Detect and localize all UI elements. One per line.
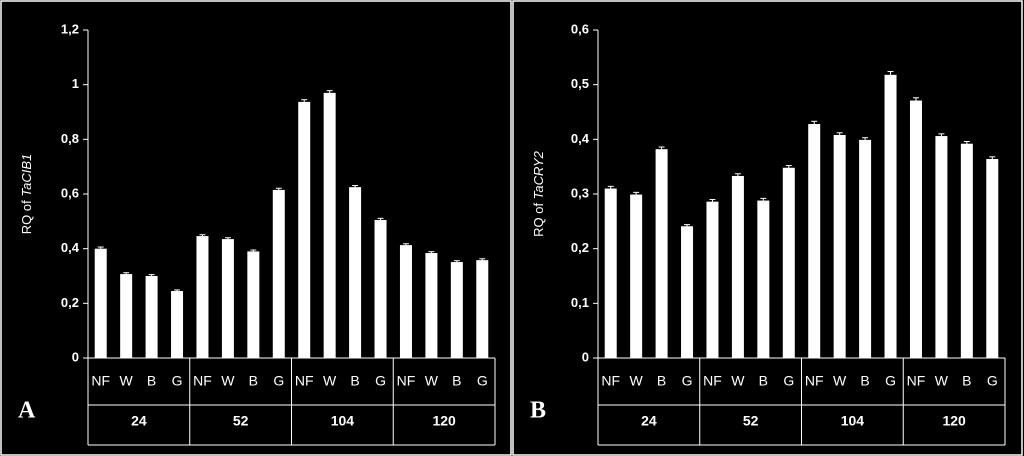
x-tick-label: B <box>249 373 258 389</box>
y-tick-label: 0,5 <box>571 76 589 91</box>
x-tick-label: NF <box>907 373 926 389</box>
x-tick-label: G <box>273 373 284 389</box>
group-label: 52 <box>233 413 249 429</box>
panel-label: B <box>530 398 546 424</box>
group-label: 120 <box>432 413 456 429</box>
y-tick-label: 0,8 <box>61 131 79 146</box>
bar <box>859 139 872 358</box>
panel-border <box>0 0 512 456</box>
bar <box>272 189 285 358</box>
bar <box>782 167 795 358</box>
x-tick-label: G <box>682 373 693 389</box>
bar <box>604 188 617 358</box>
x-tick-label: G <box>987 373 998 389</box>
y-tick-label: 0 <box>72 349 79 364</box>
y-tick-label: 0,2 <box>571 240 589 255</box>
bar <box>298 101 311 359</box>
y-axis-label: RQ of TaCIB1 <box>19 154 34 234</box>
bar <box>374 219 387 358</box>
bar <box>171 291 184 358</box>
y-tick-label: 0 <box>582 349 589 364</box>
y-tick-label: 1 <box>72 76 79 91</box>
y-axis-label-part: TaCIB1 <box>19 154 34 197</box>
bar <box>655 149 668 358</box>
bar <box>94 248 107 358</box>
bar <box>706 201 719 358</box>
x-tick-label: W <box>221 373 235 389</box>
bar <box>399 245 412 358</box>
y-axis-label: RQ of TaCRY2 <box>531 150 546 237</box>
y-axis-label-part: TaCRY2 <box>531 150 546 199</box>
x-tick-label: B <box>860 373 869 389</box>
bar <box>884 74 897 359</box>
bar <box>731 175 744 358</box>
x-tick-label: G <box>783 373 794 389</box>
bar <box>221 239 234 358</box>
y-tick-label: 1,2 <box>61 21 79 36</box>
x-tick-label: W <box>120 373 134 389</box>
x-tick-label: B <box>962 373 971 389</box>
panel-border <box>512 0 1023 456</box>
y-axis-label-part: RQ of <box>531 199 546 237</box>
bar <box>757 200 770 358</box>
y-tick-label: 0,6 <box>571 21 589 36</box>
bar <box>120 274 133 358</box>
bar <box>476 260 489 358</box>
x-tick-label: W <box>630 373 644 389</box>
bar <box>833 134 846 358</box>
x-tick-label: G <box>885 373 896 389</box>
bar <box>349 187 362 358</box>
x-tick-label: B <box>759 373 768 389</box>
x-tick-label: B <box>350 373 359 389</box>
group-label: 24 <box>641 413 657 429</box>
group-label: 24 <box>131 413 147 429</box>
x-tick-label: W <box>323 373 337 389</box>
x-tick-label: B <box>147 373 156 389</box>
x-tick-label: W <box>833 373 847 389</box>
group-label: 52 <box>743 413 759 429</box>
x-tick-label: W <box>935 373 949 389</box>
y-tick-label: 0,3 <box>571 185 589 200</box>
bar <box>808 124 821 358</box>
x-tick-label: NF <box>91 373 110 389</box>
panel-label: A <box>18 398 36 424</box>
bar <box>247 251 260 358</box>
x-tick-label: NF <box>193 373 212 389</box>
bar <box>425 253 438 358</box>
bar <box>323 92 336 358</box>
y-tick-label: 0,4 <box>571 131 590 146</box>
bar <box>196 236 209 358</box>
x-tick-label: NF <box>295 373 314 389</box>
bar <box>909 100 922 359</box>
group-label: 104 <box>331 413 355 429</box>
x-tick-label: W <box>731 373 745 389</box>
group-label: 120 <box>942 413 966 429</box>
x-tick-label: B <box>657 373 666 389</box>
x-tick-label: W <box>425 373 439 389</box>
bar <box>145 276 158 358</box>
bar <box>960 143 973 358</box>
y-tick-label: 0,4 <box>61 240 80 255</box>
bar <box>986 159 999 358</box>
x-tick-label: B <box>452 373 461 389</box>
x-tick-label: NF <box>601 373 620 389</box>
y-axis-label-part: RQ of <box>19 197 34 235</box>
y-tick-label: 0,2 <box>61 295 79 310</box>
y-tick-label: 0,6 <box>61 185 79 200</box>
bar <box>630 194 643 358</box>
x-tick-label: G <box>477 373 488 389</box>
x-tick-label: NF <box>397 373 416 389</box>
bar <box>681 226 694 358</box>
y-tick-label: 0,1 <box>571 295 589 310</box>
group-label: 104 <box>841 413 865 429</box>
x-tick-label: NF <box>703 373 722 389</box>
x-tick-label: NF <box>805 373 824 389</box>
x-tick-label: G <box>375 373 386 389</box>
bar <box>935 136 948 358</box>
bar <box>450 262 463 358</box>
x-tick-label: G <box>172 373 183 389</box>
